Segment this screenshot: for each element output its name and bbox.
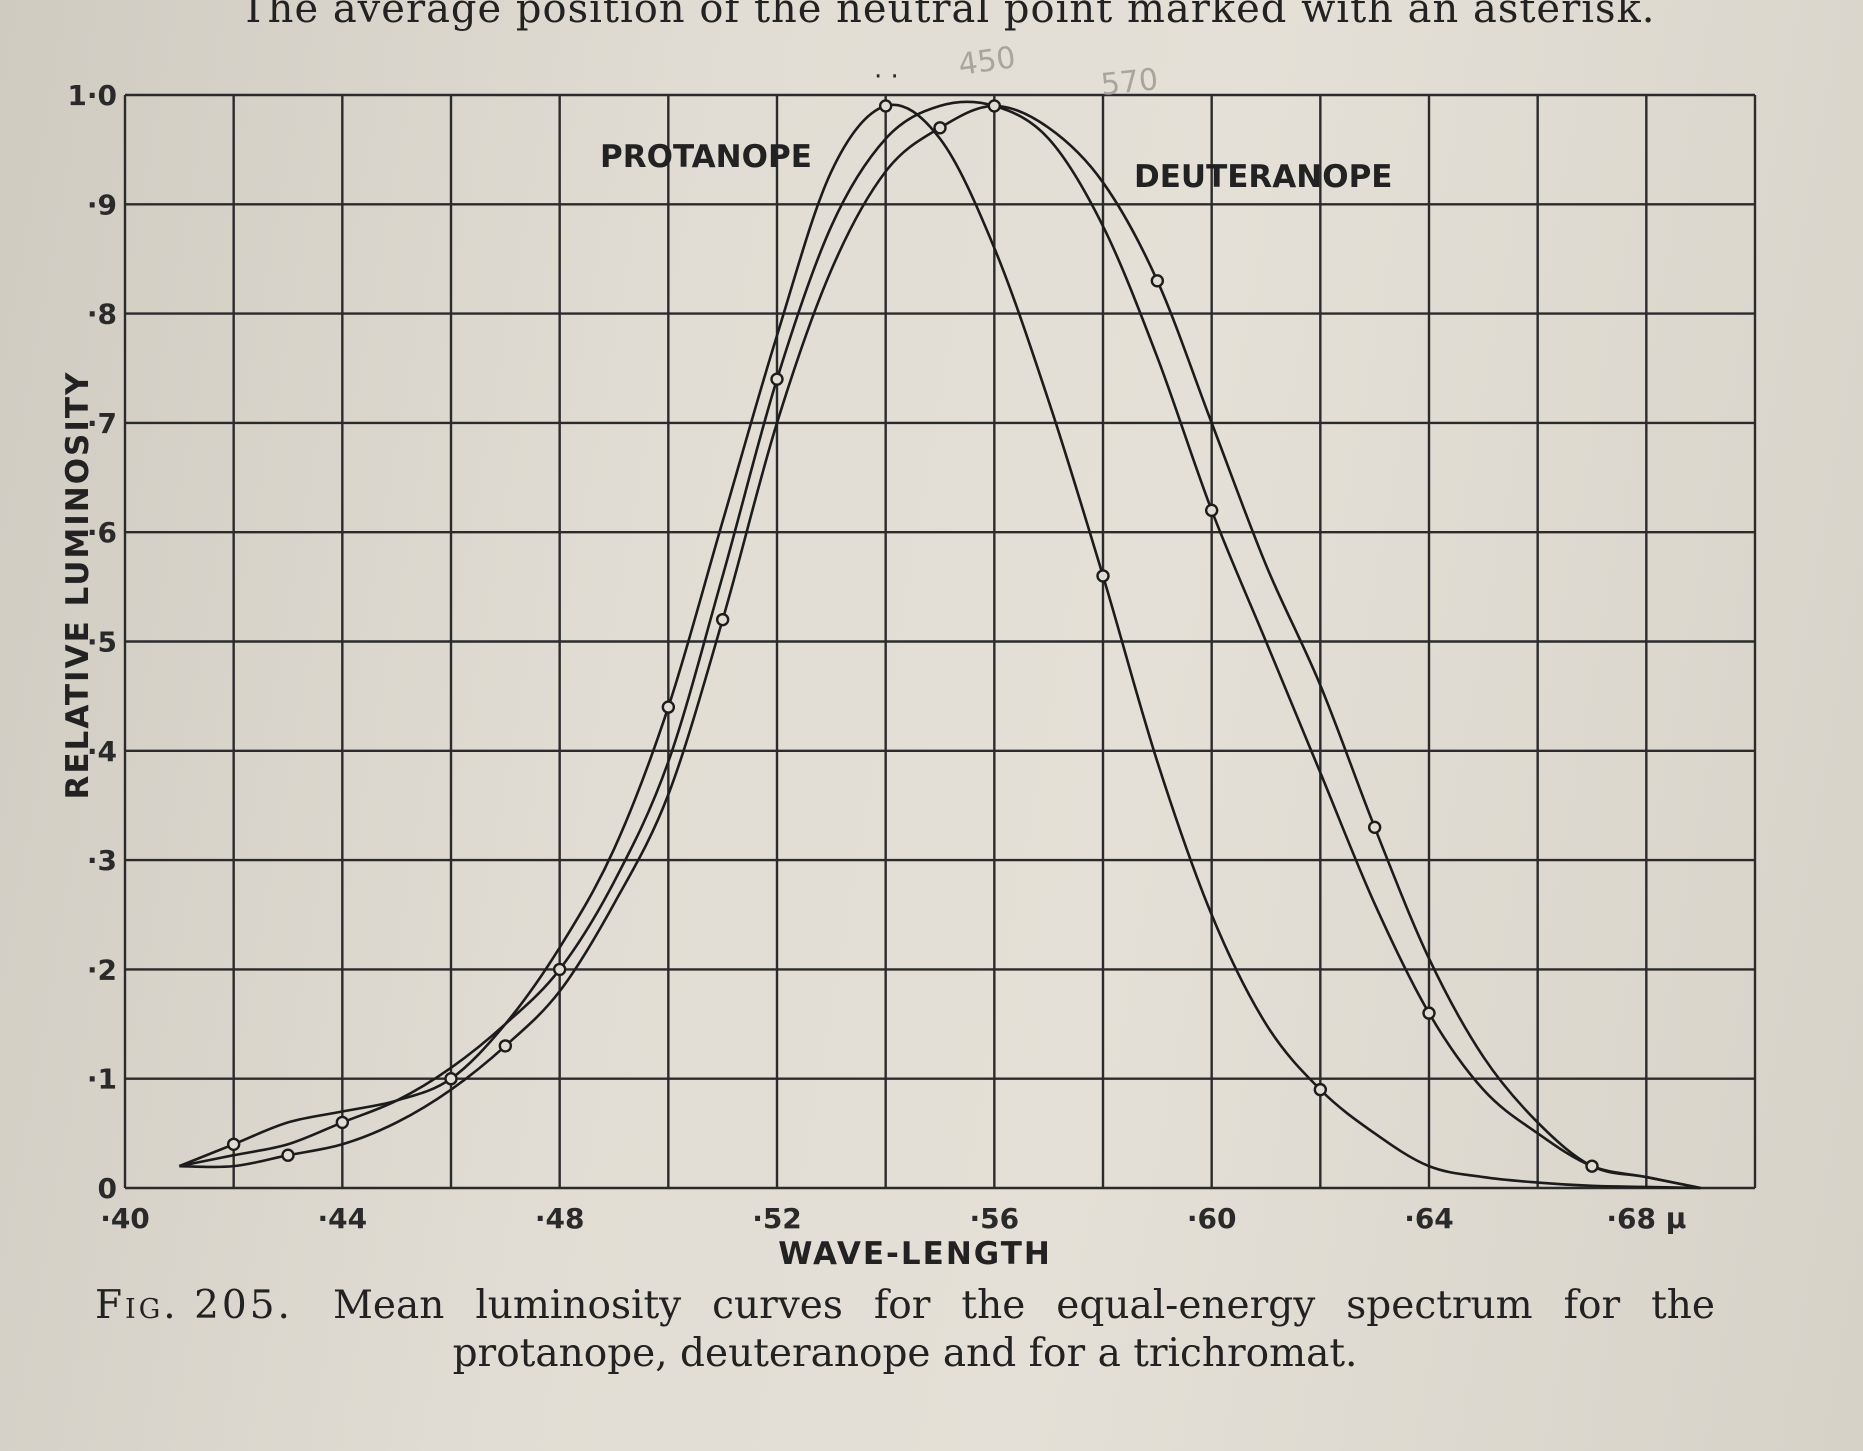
x-tick-labels: ·40 ·44 ·48 ·52 ·56 ·60 ·64 ·68 μ xyxy=(100,1202,1686,1235)
x-tick-label: ·60 xyxy=(1187,1202,1237,1235)
protanope-curve xyxy=(178,103,1701,1190)
deuteranope-data-point xyxy=(498,1039,513,1053)
y-tick-label: ·8 xyxy=(87,298,117,331)
y-tick-label: ·9 xyxy=(87,188,117,221)
trichromat-data-point xyxy=(770,372,784,386)
deuteranope-data-point xyxy=(281,1148,295,1162)
trichromat-data-point xyxy=(987,99,1002,113)
x-axis-title: WAVE-LENGTH xyxy=(778,1236,1052,1270)
figure-caption: Fig. 205. Mean luminosity curves for the… xyxy=(95,1282,1715,1378)
y-tick-label: ·3 xyxy=(87,844,117,877)
y-tick-label: ·5 xyxy=(87,626,117,659)
caption-line-1: Mean luminosity curves for the equal-ene… xyxy=(332,1283,1715,1328)
y-tick-labels: 0 ·1 ·2 ·3 ·4 ·5 ·6 ·7 ·8 ·9 1·0 xyxy=(67,79,117,1205)
pencil-note-570: 570 xyxy=(1099,62,1160,103)
x-tick-label: ·52 xyxy=(752,1202,802,1235)
y-tick-label: ·1 xyxy=(87,1063,117,1096)
protanope-data-point xyxy=(226,1137,241,1151)
deuteranope-data-point xyxy=(1585,1159,1599,1173)
protanope-data-point xyxy=(661,700,676,714)
luminosity-chart: ·40 ·44 ·48 ·52 ·56 ·60 ·64 ·68 μ 0 ·1 ·2 ·3 ·4 ·5 ·6… xyxy=(60,40,1757,1270)
x-tick-label: ·48 xyxy=(535,1202,585,1235)
trichromat-data-point xyxy=(552,962,567,977)
header-text: The average position of the neutral poin… xyxy=(240,0,1656,32)
pencil-note-450: 450 xyxy=(956,40,1018,83)
protanope-label: PROTANOPE xyxy=(600,139,812,175)
deuteranope-data-point xyxy=(933,121,947,135)
protanope-data-point xyxy=(444,1071,458,1086)
deuteranope-curve xyxy=(179,104,1701,1190)
deuteranope-label: DEUTERANOPE xyxy=(1134,159,1392,195)
y-tick-label: ·4 xyxy=(87,735,117,768)
chart-points xyxy=(226,99,1599,1173)
protanope-data-point xyxy=(1096,569,1110,583)
trichromat-curve xyxy=(179,100,1701,1190)
chart-grid xyxy=(123,93,1757,1190)
protanope-data-point xyxy=(1313,1082,1328,1097)
trichromat-data-point xyxy=(1422,1006,1436,1020)
trichromat-data-point xyxy=(335,1115,350,1130)
x-tick-label: ·44 xyxy=(318,1202,368,1235)
y-tick-label: 1·0 xyxy=(67,79,117,112)
y-axis-title: RELATIVE LUMINOSITY xyxy=(60,371,96,800)
caption-line-2: protanope, deuteranope and for a trichro… xyxy=(452,1331,1358,1376)
x-tick-label: ·64 xyxy=(1404,1202,1454,1235)
deuteranope-data-point xyxy=(1150,274,1165,288)
y-tick-label: ·6 xyxy=(87,516,117,549)
deuteranope-data-point xyxy=(1367,820,1382,835)
chart-curves xyxy=(178,100,1701,1190)
deuteranope-data-point xyxy=(715,612,730,627)
protanope-data-point xyxy=(878,99,893,113)
x-tick-label: ·68 μ xyxy=(1606,1202,1686,1235)
x-tick-label: ·56 xyxy=(970,1202,1020,1235)
y-tick-label: ·7 xyxy=(87,407,117,440)
trichromat-data-point xyxy=(1204,503,1219,518)
figure-label: Fig. 205. xyxy=(95,1283,293,1328)
neutral-point-asterisk-marks: · · xyxy=(874,62,899,92)
y-tick-label: 0 xyxy=(98,1172,117,1205)
x-tick-label: ·40 xyxy=(100,1202,150,1235)
y-tick-label: ·2 xyxy=(87,953,117,986)
